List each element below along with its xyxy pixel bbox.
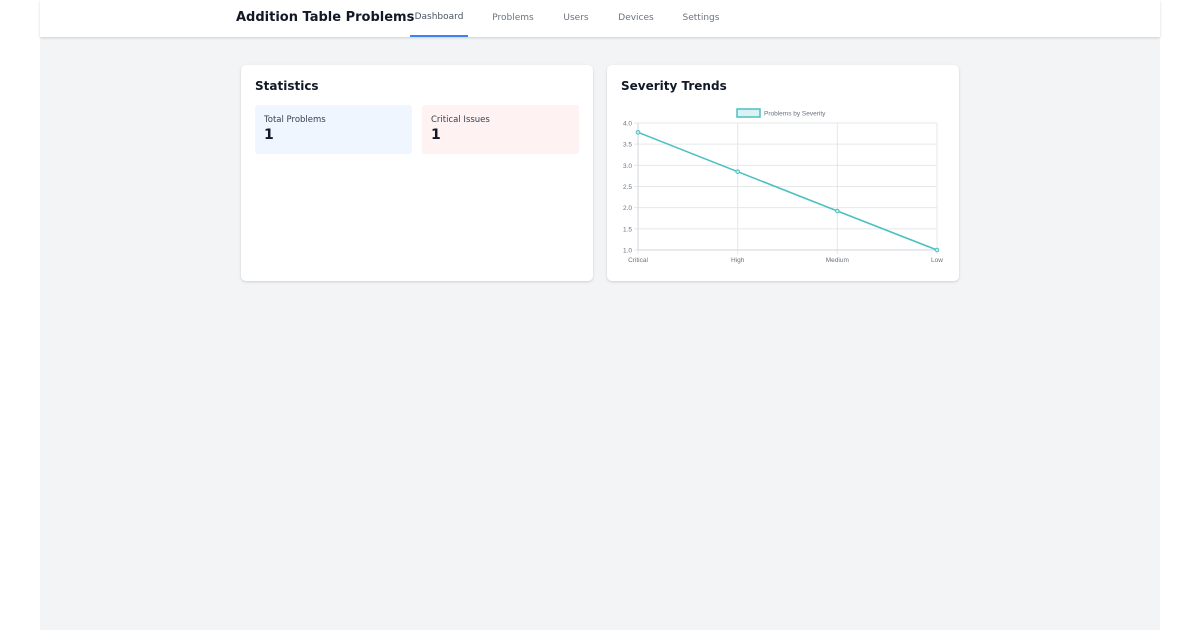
- y-tick-label: 3.0: [623, 163, 632, 170]
- total-problems-value: 1: [264, 127, 274, 143]
- tab-users[interactable]: Users: [563, 13, 589, 23]
- series-line: [637, 131, 938, 251]
- x-tick-label: Medium: [826, 257, 849, 264]
- app-title: Addition Table Problems: [236, 10, 415, 25]
- x-tick-label: Low: [931, 257, 943, 264]
- severity-trends-title: Severity Trends: [621, 79, 727, 93]
- y-tick-label: 1.0: [623, 248, 632, 255]
- legend-swatch[interactable]: [736, 108, 761, 118]
- critical-issues-label: Critical Issues: [431, 115, 490, 125]
- tab-devices[interactable]: Devices: [618, 13, 654, 23]
- x-tick-label: Critical: [628, 257, 648, 264]
- y-tick-label: 2.0: [623, 205, 632, 212]
- critical-issues-value: 1: [431, 127, 441, 143]
- data-point[interactable]: [735, 169, 740, 174]
- data-point[interactable]: [635, 130, 641, 135]
- x-tick-label: High: [731, 257, 745, 264]
- tab-settings[interactable]: Settings: [682, 13, 720, 23]
- severity-chart: 1.0 1.5 2.0 2.5 3.0 3.5 4.0 Critical High Medium L…: [623, 108, 943, 264]
- y-tick-label: 4.0: [623, 121, 632, 128]
- top-navigation: Addition Table Problems Dashboard Proble…: [40, 0, 1160, 37]
- y-tick-label: 3.5: [623, 142, 632, 149]
- data-point[interactable]: [835, 208, 840, 214]
- tab-problems[interactable]: Problems: [492, 13, 534, 23]
- severity-trends-card: Severity Trends 1.0 1.5 2.0 2.5 3.0 3.5 4.0 Cri…: [607, 65, 959, 281]
- total-problems-stat: Total Problems 1: [255, 105, 412, 154]
- critical-issues-stat: Critical Issues 1: [422, 105, 579, 154]
- legend-label[interactable]: Problems by Severity: [764, 111, 826, 118]
- data-point[interactable]: [934, 247, 940, 253]
- statistics-title: Statistics: [255, 79, 319, 93]
- total-problems-label: Total Problems: [264, 115, 326, 125]
- y-tick-label: 1.5: [623, 226, 632, 233]
- app-page: Addition Table Problems Dashboard Proble…: [40, 0, 1160, 630]
- tab-dashboard[interactable]: Dashboard: [410, 0, 468, 37]
- statistics-card: Statistics Total Problems 1 Critical Iss…: [241, 65, 593, 281]
- y-tick-label: 2.5: [623, 184, 632, 191]
